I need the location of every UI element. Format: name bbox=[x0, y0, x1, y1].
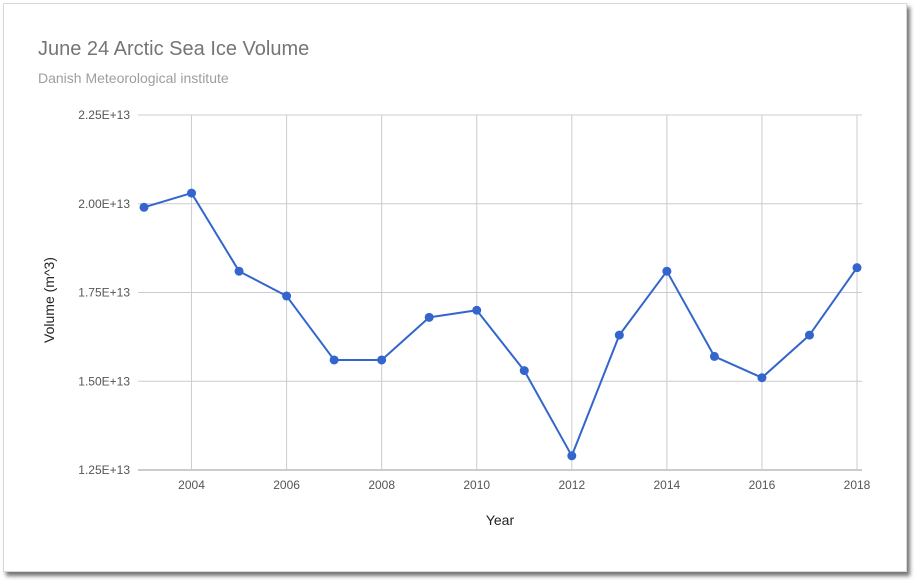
x-tick-label: 2010 bbox=[463, 478, 490, 492]
x-tick-label: 2016 bbox=[749, 478, 776, 492]
data-point bbox=[139, 202, 149, 212]
data-point bbox=[709, 351, 719, 361]
chart-title: June 24 Arctic Sea Ice Volume bbox=[38, 38, 310, 60]
x-tick-label: 2018 bbox=[844, 478, 871, 492]
x-tick-label: 2004 bbox=[178, 478, 205, 492]
data-point bbox=[662, 266, 672, 276]
data-point bbox=[282, 291, 292, 301]
x-axis-title: Year bbox=[486, 512, 515, 528]
y-tick-label: 1.50E+13 bbox=[78, 374, 130, 388]
y-tick-label: 1.75E+13 bbox=[78, 286, 130, 300]
series-layer bbox=[139, 188, 862, 461]
x-tick-label: 2006 bbox=[273, 478, 300, 492]
data-point bbox=[804, 330, 814, 340]
data-point bbox=[614, 330, 624, 340]
x-tick-label: 2014 bbox=[654, 478, 681, 492]
data-point bbox=[567, 451, 577, 461]
x-tick-label: 2012 bbox=[558, 478, 585, 492]
chart-subtitle: Danish Meteorological institute bbox=[38, 70, 229, 86]
series-line bbox=[143, 192, 858, 457]
y-axis-title: Volume (m^3) bbox=[41, 257, 57, 343]
data-point bbox=[472, 305, 482, 315]
y-tick-label: 1.25E+13 bbox=[78, 463, 130, 477]
x-axis-ticks: 2004 2006 2008 2010 2012 2014 2016 2018 bbox=[178, 478, 870, 492]
y-axis-ticks: 2.25E+13 2.00E+13 1.75E+13 1.50E+13 1.25E+13 bbox=[78, 108, 130, 477]
chart-card bbox=[3, 3, 907, 572]
grid-layer bbox=[138, 114, 862, 471]
data-point bbox=[852, 263, 862, 273]
data-point bbox=[234, 266, 244, 276]
data-point bbox=[519, 366, 529, 376]
data-point bbox=[424, 312, 434, 322]
data-point bbox=[377, 355, 387, 365]
x-tick-label: 2008 bbox=[368, 478, 395, 492]
data-point bbox=[329, 355, 339, 365]
y-tick-label: 2.00E+13 bbox=[78, 197, 130, 211]
data-point bbox=[757, 373, 767, 383]
data-point bbox=[187, 188, 197, 198]
y-tick-label: 2.25E+13 bbox=[78, 108, 130, 122]
